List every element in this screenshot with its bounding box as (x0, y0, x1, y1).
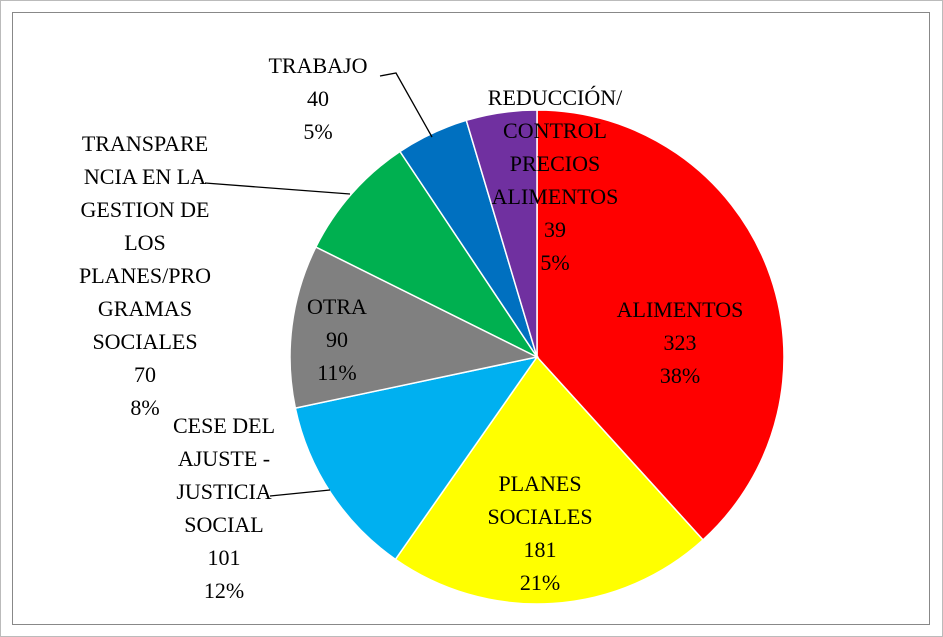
label-line: TRABAJO (268, 53, 367, 78)
percentage-label: 21% (520, 570, 560, 595)
label-line: SOCIALES (92, 329, 197, 354)
label-line: CESE DEL (173, 413, 275, 438)
label-line: ALIMENTOS (617, 297, 744, 322)
value-label: 90 (326, 327, 348, 352)
category-label: PLANES SOCIALES (487, 471, 592, 529)
category-label: OTRA (307, 294, 367, 319)
percentage-label: 12% (204, 578, 244, 603)
percentage-label: 38% (660, 363, 700, 388)
slice (536, 109, 785, 541)
label-line: PLANES/PRO (79, 263, 211, 288)
value-label: 39 (544, 217, 566, 242)
category-label: CESE DEL AJUSTE - JUSTICIA SOCIAL (173, 413, 275, 537)
leaders (204, 72, 433, 497)
value-label: 70 (134, 362, 156, 387)
percentage-label: 5% (303, 119, 332, 144)
category-label: TRABAJO (268, 53, 367, 78)
slice (465, 109, 538, 358)
category-label: TRANSPARE NCIA EN LA GESTION DE LOS PLANES/P… (79, 131, 211, 354)
labels: ALIMENTOS 323 38% PLANES SOCIALES 181 21% CESE … (79, 53, 743, 603)
value-label: 181 (524, 537, 557, 562)
label-line: SOCIALES (487, 504, 592, 529)
label-line: LOS (124, 230, 166, 255)
leader-line (379, 72, 433, 138)
value-label: 101 (208, 545, 241, 570)
label-line: GESTION DE (81, 197, 210, 222)
label-line: NCIA EN LA (84, 164, 206, 189)
slice (314, 150, 540, 359)
label-line: ALIMENTOS (492, 184, 619, 209)
value-label: 323 (664, 330, 697, 355)
slices (289, 109, 785, 605)
label-line: CONTROL (503, 118, 607, 143)
slice (289, 245, 540, 410)
label-line: REDUCCIÓN/ (488, 85, 623, 110)
percentage-label: 11% (317, 360, 357, 385)
percentage-label: 8% (130, 395, 159, 420)
slice (394, 355, 705, 605)
label-line: TRANSPARE (82, 131, 208, 156)
label-line: PLANES (498, 471, 581, 496)
label-line: PRECIOS (510, 151, 600, 176)
value-label: 40 (307, 86, 329, 111)
slice (294, 355, 539, 561)
leader-line (204, 182, 351, 195)
category-label: ALIMENTOS (617, 297, 744, 322)
label-line: AJUSTE - (178, 446, 270, 471)
label-line: GRAMAS (98, 296, 192, 321)
label-line: OTRA (307, 294, 367, 319)
leader-line (269, 489, 331, 497)
percentage-label: 5% (540, 250, 569, 275)
label-line: JUSTICIA (176, 479, 271, 504)
category-label: REDUCCIÓN/CONTROL PRECIOS ALIMENTOS (488, 85, 623, 209)
label-line: SOCIAL (184, 512, 263, 537)
